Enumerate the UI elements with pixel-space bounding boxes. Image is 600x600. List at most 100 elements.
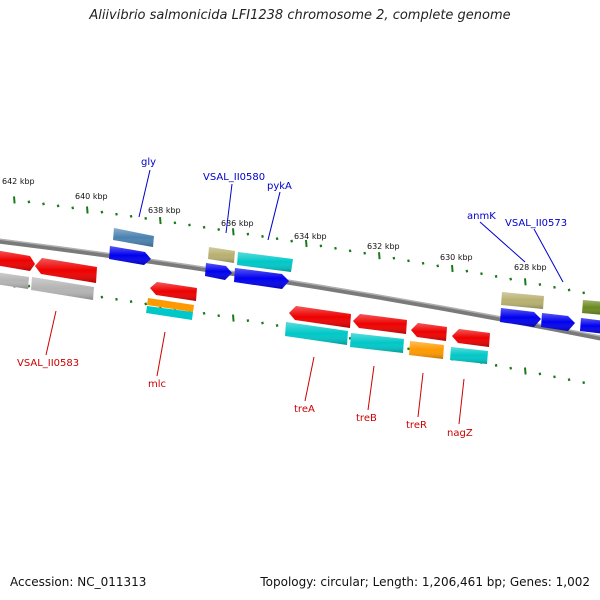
outer-major-tick [451, 264, 454, 273]
outer-minor-tick [115, 212, 118, 216]
inner-major-tick [232, 314, 235, 322]
gene-forward-blue-1[interactable] [109, 246, 151, 265]
outer-minor-tick [71, 206, 75, 210]
ruler-label-630: 630 kbp [440, 253, 473, 262]
gene-forward-blue-2[interactable] [205, 263, 232, 280]
ruler-label-628: 628 kbp [514, 263, 547, 272]
ruler-label-636: 636 kbp [221, 219, 254, 228]
gene-VSAL_II0580[interactable] [208, 247, 235, 263]
outer-minor-tick [319, 244, 323, 248]
gene-forward-blue-4[interactable] [500, 308, 541, 327]
gene-nagZ[interactable] [450, 347, 488, 364]
outer-minor-tick [275, 237, 279, 241]
inner-minor-tick [217, 314, 221, 318]
map-title: Aliivibrio salmonicida LFI1238 chromosom… [89, 8, 511, 23]
gene-VSAL_II0573[interactable] [541, 313, 575, 331]
outer-minor-tick [553, 285, 556, 289]
gene-track-reverse [0, 250, 490, 364]
gene-labels-forward: gly VSAL_II0580 pykA anmK VSAL_II0573 [141, 157, 567, 229]
accession-text: Accession: NC_011313 [10, 575, 147, 589]
outer-minor-tick [582, 291, 586, 295]
inner-minor-tick [202, 311, 206, 315]
outer-minor-tick [334, 246, 337, 250]
inner-minor-tick [100, 295, 104, 299]
inner-major-tick [524, 367, 527, 375]
gene-reverse-gray-1[interactable] [0, 272, 29, 289]
gene-gly[interactable] [113, 228, 154, 247]
gene-track-forward [109, 228, 600, 334]
gene-treB[interactable] [350, 333, 404, 353]
gene-mlc-red[interactable] [150, 282, 197, 301]
inner-minor-tick [144, 302, 148, 306]
gene-forward-green[interactable] [582, 300, 600, 315]
gene-treB-red[interactable] [353, 314, 407, 334]
outer-minor-tick [407, 259, 410, 263]
outer-minor-tick [202, 225, 206, 229]
outer-minor-tick [436, 264, 440, 268]
outer-minor-tick [56, 204, 60, 208]
outer-minor-tick [42, 202, 45, 206]
outer-minor-tick [261, 234, 264, 238]
outer-minor-tick [246, 232, 250, 236]
gene-mlc[interactable] [146, 298, 194, 320]
gene-nagZ-red[interactable] [452, 329, 490, 347]
gene-treR[interactable] [409, 341, 444, 359]
gene-pykA[interactable] [237, 252, 293, 272]
outer-minor-tick [538, 283, 542, 286]
ruler-label-642: 642 kbp [2, 177, 35, 186]
gene-labels-reverse: VSAL_II0583 mlc treA treB treR nagZ [17, 358, 473, 439]
inner-minor-tick [129, 300, 133, 304]
outer-major-tick [159, 217, 162, 225]
label-gly: gly [141, 157, 156, 168]
inner-minor-tick [509, 366, 513, 370]
label-anmK: anmK [467, 211, 496, 222]
gene-reverse-red-left[interactable] [0, 250, 35, 271]
outer-minor-tick [144, 216, 148, 220]
gene-forward-blue-5[interactable] [580, 318, 600, 334]
gene-VSAL_II0583[interactable] [31, 277, 94, 300]
outer-major-tick [232, 228, 235, 236]
outer-minor-tick [27, 200, 31, 204]
label-treA: treA [294, 404, 315, 415]
inner-minor-tick [567, 378, 571, 382]
outer-minor-tick [465, 269, 469, 273]
inner-minor-tick [538, 372, 542, 376]
gene-forward-blue-3[interactable] [234, 268, 289, 289]
outer-major-tick [378, 252, 381, 260]
outer-minor-tick [100, 210, 104, 214]
outer-minor-tick [217, 228, 221, 231]
outer-minor-tick [363, 251, 367, 255]
gene-reverse-red-2[interactable] [35, 258, 97, 283]
inner-minor-tick [553, 375, 556, 379]
outer-minor-tick [421, 261, 425, 265]
gene-treA-red[interactable] [289, 306, 351, 328]
inner-minor-tick [275, 324, 279, 327]
outer-minor-tick [392, 256, 396, 260]
outer-minor-tick [509, 277, 513, 281]
gene-treA[interactable] [285, 322, 348, 345]
outer-major-tick [86, 206, 89, 214]
outer-minor-tick [480, 272, 483, 276]
label-VSAL_II0573: VSAL_II0573 [505, 218, 567, 229]
ruler-label-632: 632 kbp [367, 242, 400, 251]
inner-minor-tick [261, 321, 264, 325]
ruler-label-634: 634 kbp [294, 232, 327, 241]
gene-treR-red[interactable] [411, 323, 447, 341]
outer-minor-tick [290, 239, 294, 243]
outer-minor-tick [567, 288, 571, 292]
gene-anmK[interactable] [501, 292, 544, 309]
inner-minor-tick [115, 297, 118, 301]
outer-minor-tick [348, 249, 352, 253]
outer-major-tick [305, 239, 308, 248]
outer-minor-tick [188, 223, 191, 227]
outer-major-tick [524, 278, 527, 286]
inner-minor-tick [407, 347, 410, 351]
outer-minor-tick [173, 221, 177, 225]
label-VSAL_II0580: VSAL_II0580 [203, 172, 265, 183]
label-treR: treR [406, 420, 427, 431]
ruler-label-638: 638 kbp [148, 206, 181, 215]
ruler-label-640: 640 kbp [75, 192, 108, 201]
outer-major-tick [13, 196, 16, 204]
inner-minor-tick [348, 336, 352, 340]
